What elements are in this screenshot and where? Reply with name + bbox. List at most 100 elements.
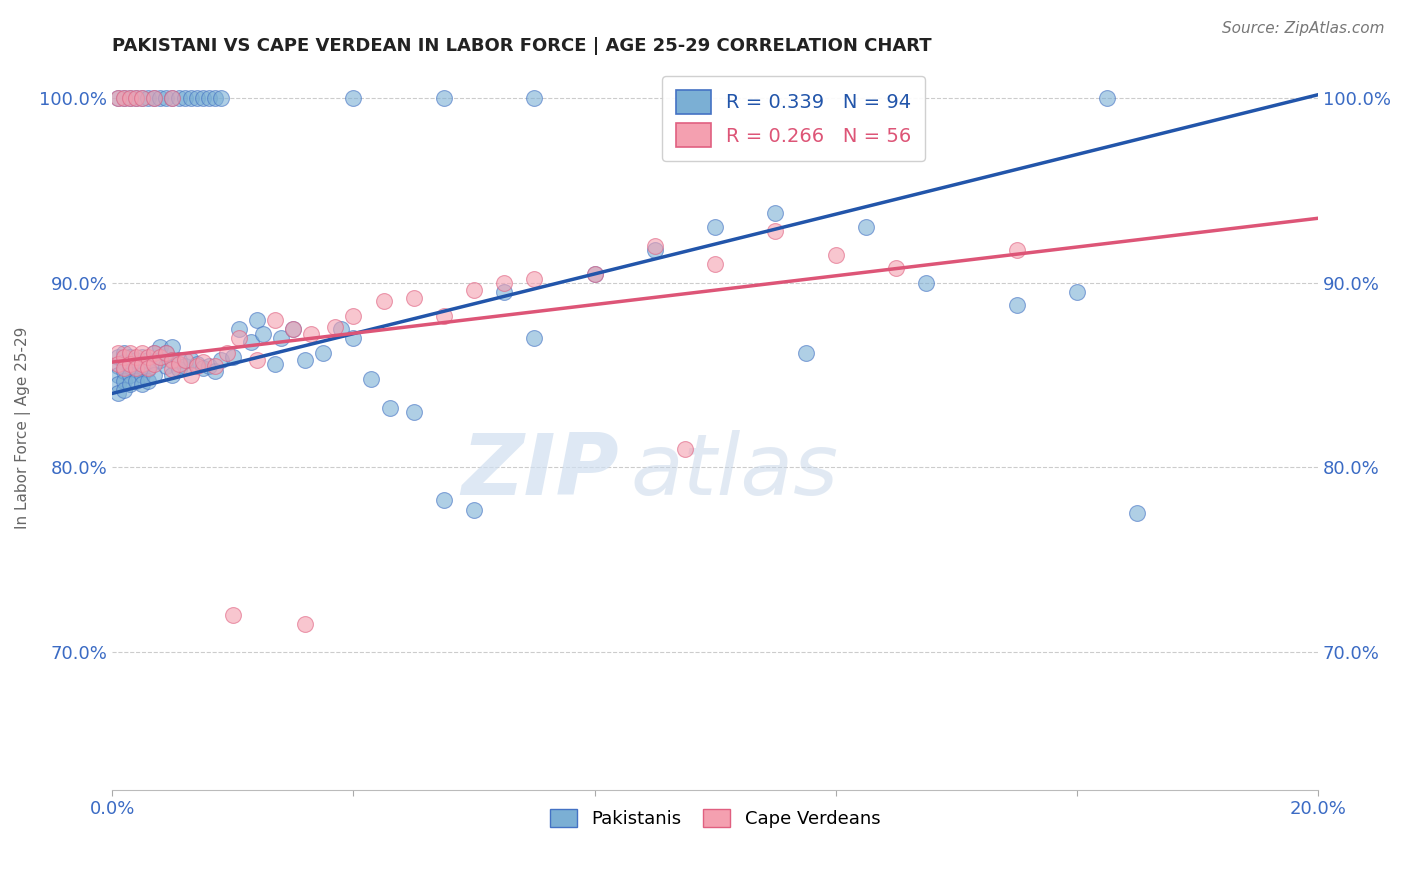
Point [222, 607, 245, 622]
Point [312, 346, 335, 360]
Point [167, 362, 190, 376]
Point [167, 353, 190, 368]
Point [246, 312, 269, 326]
Point [138, 374, 160, 388]
Point [644, 239, 666, 253]
Point [463, 283, 485, 297]
Point [204, 364, 226, 378]
Point [120, 377, 142, 392]
Point [125, 362, 148, 376]
Point [143, 357, 166, 371]
Point [131, 359, 153, 373]
Point [583, 267, 606, 281]
Point [112, 383, 135, 397]
Point [149, 91, 172, 105]
Point [523, 331, 546, 345]
Point [281, 322, 304, 336]
Point [131, 350, 153, 364]
Point [131, 377, 153, 392]
Text: ZIP: ZIP [461, 430, 619, 513]
Text: Source: ZipAtlas.com: Source: ZipAtlas.com [1222, 21, 1385, 36]
Point [191, 91, 214, 105]
Point [107, 357, 129, 371]
Point [294, 616, 316, 631]
Point [162, 91, 184, 105]
Point [252, 327, 274, 342]
Point [162, 353, 184, 368]
Point [342, 91, 364, 105]
Point [204, 359, 226, 373]
Point [162, 362, 184, 376]
Point [884, 260, 907, 275]
Point [433, 91, 456, 105]
Point [523, 91, 546, 105]
Point [125, 350, 148, 364]
Point [1005, 298, 1028, 312]
Point [209, 353, 232, 368]
Point [494, 276, 516, 290]
Point [167, 91, 190, 105]
Point [264, 357, 287, 371]
Point [112, 360, 135, 375]
Point [342, 309, 364, 323]
Point [143, 346, 166, 360]
Point [125, 353, 148, 368]
Point [794, 346, 817, 360]
Point [186, 91, 208, 105]
Point [433, 493, 456, 508]
Point [162, 91, 184, 105]
Point [107, 350, 129, 364]
Point [342, 331, 364, 345]
Point [209, 91, 232, 105]
Point [583, 267, 606, 281]
Point [360, 372, 382, 386]
Point [149, 353, 172, 368]
Point [191, 360, 214, 375]
Point [120, 359, 142, 373]
Point [433, 309, 456, 323]
Point [112, 350, 135, 364]
Point [107, 91, 129, 105]
Point [107, 91, 129, 105]
Point [204, 91, 226, 105]
Point [704, 257, 727, 271]
Point [294, 353, 316, 368]
Point [1066, 285, 1088, 299]
Point [765, 205, 787, 219]
Point [155, 346, 177, 360]
Point [704, 220, 727, 235]
Point [378, 401, 401, 416]
Point [143, 91, 166, 105]
Point [125, 91, 148, 105]
Point [138, 91, 160, 105]
Point [824, 248, 846, 262]
Point [173, 359, 195, 373]
Point [107, 386, 129, 401]
Point [112, 91, 135, 105]
Point [120, 368, 142, 382]
Text: PAKISTANI VS CAPE VERDEAN IN LABOR FORCE | AGE 25-29 CORRELATION CHART: PAKISTANI VS CAPE VERDEAN IN LABOR FORCE… [112, 37, 932, 55]
Point [323, 320, 346, 334]
Point [112, 355, 135, 369]
Point [222, 350, 245, 364]
Y-axis label: In Labor Force | Age 25-29: In Labor Force | Age 25-29 [15, 326, 31, 529]
Point [143, 368, 166, 382]
Point [1005, 243, 1028, 257]
Point [264, 312, 287, 326]
Point [143, 355, 166, 369]
Point [855, 220, 877, 235]
Point [173, 353, 195, 368]
Point [120, 357, 142, 371]
Point [138, 360, 160, 375]
Point [402, 291, 425, 305]
Point [120, 91, 142, 105]
Point [463, 502, 485, 516]
Point [299, 327, 322, 342]
Point [112, 364, 135, 378]
Point [162, 340, 184, 354]
Point [215, 346, 238, 360]
Point [173, 91, 195, 105]
Point [120, 350, 142, 364]
Text: atlas: atlas [631, 430, 839, 513]
Point [197, 91, 219, 105]
